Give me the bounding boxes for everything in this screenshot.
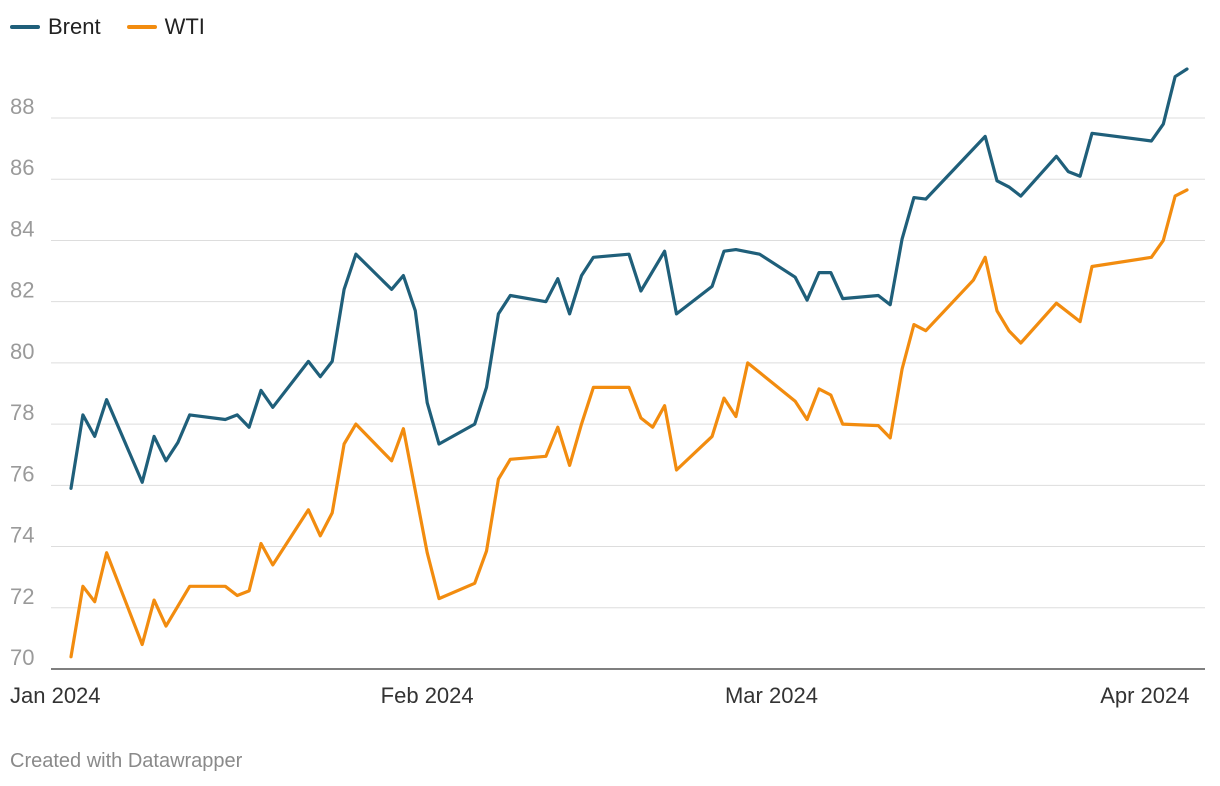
legend: Brent WTI <box>10 14 205 40</box>
x-tick-label-0: Jan 2024 <box>10 683 101 708</box>
y-tick-label-78: 78 <box>10 400 34 425</box>
legend-item-brent: Brent <box>10 14 101 40</box>
x-tick-label-1: Feb 2024 <box>381 683 474 708</box>
y-tick-label-80: 80 <box>10 339 34 364</box>
legend-label-brent: Brent <box>48 14 101 39</box>
legend-swatch-brent <box>10 25 40 29</box>
y-tick-label-82: 82 <box>10 278 34 303</box>
y-tick-label-72: 72 <box>10 584 34 609</box>
legend-label-wti: WTI <box>164 14 205 39</box>
series-line-wti <box>69 188 1189 659</box>
y-tick-label-76: 76 <box>10 461 34 486</box>
y-tick-label-86: 86 <box>10 155 34 180</box>
x-tick-label-2: Mar 2024 <box>725 683 818 708</box>
y-tick-label-74: 74 <box>10 523 34 548</box>
legend-swatch-wti <box>126 25 157 29</box>
y-tick-label-84: 84 <box>10 216 34 241</box>
y-tick-label-70: 70 <box>10 645 34 670</box>
x-tick-label-3: Apr 2024 <box>1100 683 1189 708</box>
y-tick-label-88: 88 <box>10 94 34 119</box>
series-line-brent <box>69 67 1189 490</box>
credit-text: Created with Datawrapper <box>10 750 243 772</box>
legend-item-wti: WTI <box>126 14 205 40</box>
